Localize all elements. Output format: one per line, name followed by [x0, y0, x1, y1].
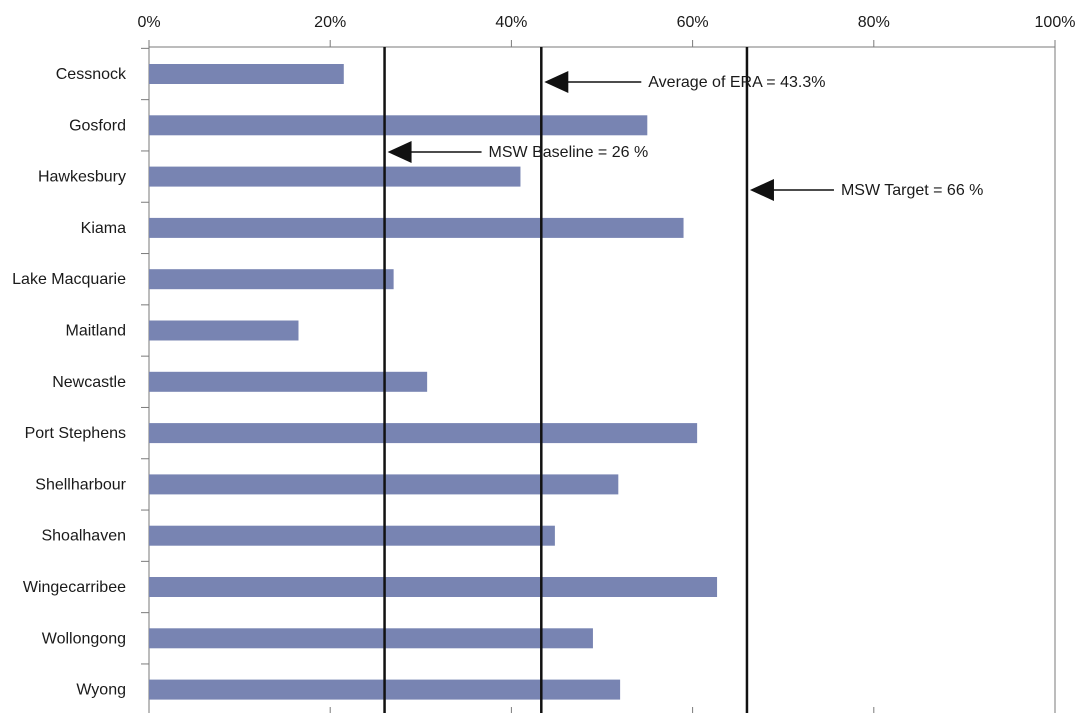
annotation-arrowhead — [544, 71, 569, 93]
bar — [149, 525, 555, 546]
x-tick-label: 80% — [858, 14, 890, 31]
bar — [149, 320, 299, 341]
bar — [149, 577, 718, 597]
category-label: Shoalhaven — [41, 528, 126, 545]
x-tick-label: 100% — [1035, 14, 1076, 31]
x-tick-label: 0% — [137, 14, 160, 31]
category-label: Gosford — [69, 117, 126, 134]
bar — [149, 217, 684, 238]
category-label: Port Stephens — [25, 425, 126, 442]
category-label: Newcastle — [52, 374, 126, 391]
bar — [149, 269, 394, 290]
category-label: Maitland — [66, 323, 126, 340]
annotation-arrowhead — [749, 179, 774, 201]
bar — [149, 423, 698, 444]
bar — [149, 628, 593, 649]
category-label: Wingecarribee — [23, 579, 126, 596]
category-label: Shellharbour — [35, 476, 126, 493]
bar — [149, 166, 521, 187]
category-label: Lake Macquarie — [12, 271, 126, 288]
annotation-label: Average of ERA = 43.3% — [648, 74, 825, 91]
annotation-arrowhead — [387, 141, 412, 163]
x-tick-label: 40% — [495, 14, 527, 31]
bar — [149, 371, 428, 392]
bar — [149, 115, 648, 136]
category-label: Wyong — [76, 682, 126, 699]
category-label: Cessnock — [56, 66, 127, 83]
x-tick-label: 60% — [677, 14, 709, 31]
bar-layer — [149, 64, 718, 700]
axis-layer: 0% 20% 40% 60% 80% 100% Cessnock Gosford Hawkesb… — [12, 14, 1075, 713]
annotation-label: MSW Baseline = 26 % — [489, 144, 649, 161]
category-label: Wollongong — [42, 630, 126, 647]
annotation-label: MSW Target = 66 % — [841, 182, 983, 199]
category-label: Hawkesbury — [38, 169, 126, 186]
bar — [149, 64, 344, 84]
annotation-layer: MSW Baseline = 26 % Average of ERA = 43.3… — [387, 71, 983, 201]
reference-line-layer — [383, 47, 749, 713]
x-tick-label: 20% — [314, 14, 346, 31]
category-label: Kiama — [81, 220, 126, 237]
